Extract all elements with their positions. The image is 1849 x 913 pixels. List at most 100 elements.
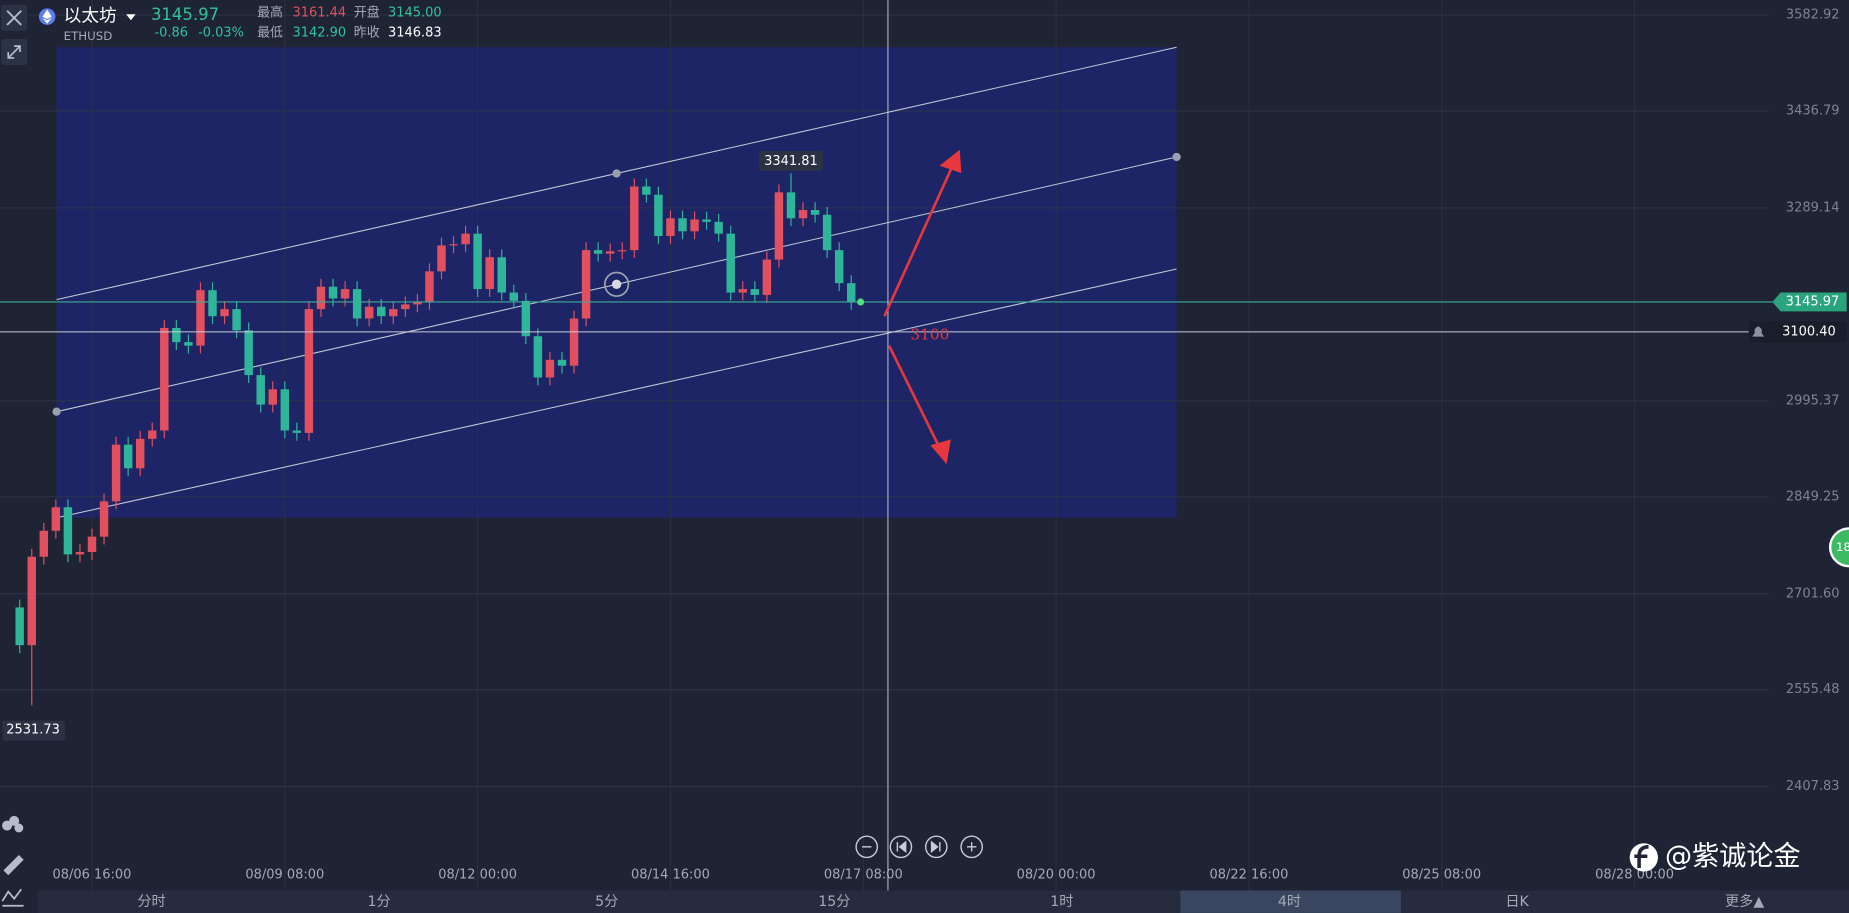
candle-body xyxy=(280,389,290,431)
tab[interactable]: 1时 xyxy=(1050,894,1073,910)
candle-body xyxy=(834,250,844,284)
tool-icon[interactable] xyxy=(14,823,24,833)
zoom-out[interactable] xyxy=(855,835,879,859)
candle-body xyxy=(27,556,36,646)
candle-body xyxy=(702,219,711,222)
tool-icon[interactable] xyxy=(2,820,13,831)
tool-icon[interactable] xyxy=(1,888,24,907)
candle-body xyxy=(485,257,494,290)
candle-body xyxy=(316,286,326,310)
last-price-dot xyxy=(857,298,865,306)
candle-body xyxy=(774,192,784,260)
tab[interactable]: 1分 xyxy=(368,894,391,910)
tab[interactable]: 更多▲ xyxy=(1725,893,1764,910)
candle-body xyxy=(39,530,49,557)
side-badge[interactable] xyxy=(1828,527,1849,568)
candle-body xyxy=(401,304,410,310)
candle-body xyxy=(533,336,543,378)
candle-body xyxy=(111,444,121,502)
alert-label: 3100.40 xyxy=(1782,324,1836,339)
candle-body xyxy=(63,507,73,555)
candle-body xyxy=(208,290,217,317)
candle-body xyxy=(244,330,253,376)
candle-body xyxy=(389,309,398,317)
candle-body xyxy=(184,342,193,346)
candle-body xyxy=(630,186,639,251)
y-tick-label: 2995.37 xyxy=(1786,393,1840,408)
change-pct: -0.03% xyxy=(198,26,244,41)
alert-bell xyxy=(1752,326,1765,337)
candle-body xyxy=(172,327,181,343)
x-tick-label: 08/09 08:00 xyxy=(245,868,324,883)
candle-body xyxy=(509,292,519,301)
candle-body xyxy=(666,218,675,236)
channel-handle xyxy=(1172,152,1181,162)
tool-icon[interactable] xyxy=(9,815,20,826)
side-badge-text: 18 xyxy=(1836,540,1849,554)
candle-body xyxy=(654,194,663,236)
annotation: 3100 xyxy=(910,325,949,343)
go-start[interactable] xyxy=(889,835,913,859)
y-tick-label: 2407.83 xyxy=(1786,779,1840,794)
stat-value: 3145.00 xyxy=(388,6,442,21)
tab[interactable]: 分时 xyxy=(137,894,165,910)
candle-body xyxy=(569,318,579,366)
close-icon xyxy=(6,10,22,26)
candle-body xyxy=(750,289,760,295)
y-tick-label: 3582.92 xyxy=(1786,8,1840,23)
change: -0.86 xyxy=(154,26,188,41)
last-price-label: 3145.97 xyxy=(1786,294,1840,309)
x-tick-label: 08/22 16:00 xyxy=(1209,868,1288,883)
y-tick-label: 3436.79 xyxy=(1786,103,1840,118)
x-tick-label: 08/28 00:00 xyxy=(1595,868,1674,883)
candle-body xyxy=(51,507,61,531)
asset-name[interactable]: 以太坊 xyxy=(64,6,117,27)
tab[interactable]: 4时 xyxy=(1278,894,1301,910)
candle-body xyxy=(160,327,169,431)
candle-body xyxy=(232,309,241,331)
candle-body xyxy=(605,251,615,254)
candle-body xyxy=(726,233,735,293)
tool-icon[interactable] xyxy=(3,855,24,876)
dropdown-icon[interactable] xyxy=(126,14,136,21)
channel-handle xyxy=(612,169,621,178)
stat-label: 最低 xyxy=(257,26,283,41)
zoom-in[interactable] xyxy=(960,835,983,859)
high-pill xyxy=(759,150,823,172)
candle-body xyxy=(847,283,856,302)
candle-body xyxy=(449,244,458,246)
watermark: @紫诚论金 xyxy=(1629,841,1801,872)
candle-body xyxy=(123,444,133,469)
candle-body xyxy=(798,210,808,219)
candle-body xyxy=(461,233,470,245)
candle-body xyxy=(642,186,651,195)
candle-body xyxy=(810,210,820,215)
tab-active xyxy=(1180,890,1401,913)
side-tools xyxy=(1,815,24,907)
x-tick-label: 08/12 00:00 xyxy=(438,868,517,883)
alert-tag xyxy=(1748,321,1847,343)
tab-bar xyxy=(37,890,1849,913)
go-end[interactable] xyxy=(924,835,948,859)
candle-body xyxy=(618,250,627,252)
candle-body xyxy=(75,552,85,555)
tab[interactable]: 5分 xyxy=(595,894,618,910)
candle-body xyxy=(292,430,302,433)
x-tick-label: 08/14 16:00 xyxy=(631,868,710,883)
tab[interactable]: 15分 xyxy=(818,894,850,910)
candle-body xyxy=(581,250,591,319)
stat-label: 最高 xyxy=(257,5,283,21)
tab[interactable]: 日K xyxy=(1505,894,1529,910)
channel-handle xyxy=(52,407,61,416)
channel-center xyxy=(611,279,622,290)
candle-body xyxy=(822,214,832,251)
candle-body xyxy=(99,501,109,537)
channel-center xyxy=(603,271,630,297)
x-tick-label: 08/17 08:00 xyxy=(824,868,903,883)
expand-icon xyxy=(7,45,21,59)
candle-body xyxy=(304,309,314,433)
candle-body xyxy=(521,300,531,337)
candle-body xyxy=(557,359,567,366)
channel-line xyxy=(56,268,1177,519)
